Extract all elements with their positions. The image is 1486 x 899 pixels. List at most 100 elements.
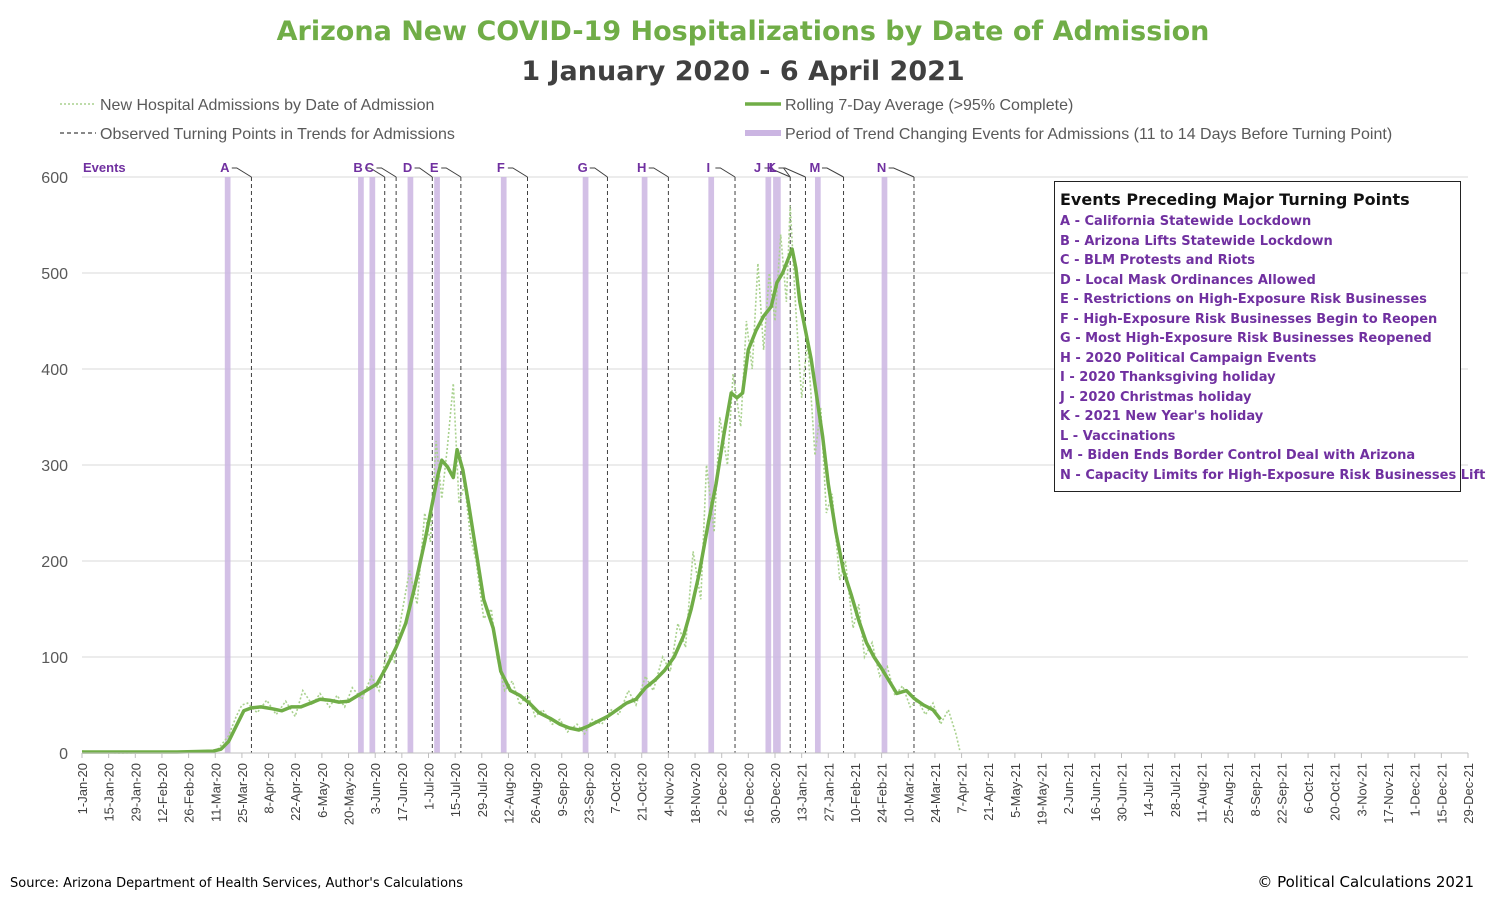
- x-tick-label: 10-Mar-21: [901, 763, 916, 823]
- copyright-note: © Political Calculations 2021: [1257, 873, 1474, 891]
- x-tick-label: 16-Jun-21: [1088, 763, 1103, 822]
- event-connector: [589, 167, 608, 178]
- x-tick-label: 21-Oct-20: [635, 763, 650, 821]
- x-tick-label: 16-Dec-20: [741, 763, 756, 824]
- event-letter: M: [810, 160, 821, 175]
- x-tick-label: 26-Aug-20: [528, 763, 543, 824]
- event-letter: F: [497, 160, 505, 175]
- x-tick-label: 17-Jun-20: [395, 763, 410, 822]
- y-tick-label: 500: [41, 266, 68, 283]
- series-lines: [81, 205, 961, 754]
- x-tick-label: 1-Jul-20: [422, 763, 437, 810]
- y-tick-label: 200: [41, 554, 68, 571]
- legend-label: Observed Turning Points in Trends for Ad…: [100, 126, 455, 143]
- event-connector: [764, 167, 791, 178]
- y-tick-label: 400: [41, 362, 68, 379]
- event-band: [224, 177, 231, 753]
- legend-label: Rolling 7-Day Average (>95% Complete): [785, 97, 1073, 114]
- source-note: Source: Arizona Department of Health Ser…: [10, 876, 464, 891]
- x-tick-label: 12-Aug-20: [501, 763, 516, 824]
- x-tick-label: 7-Oct-20: [608, 763, 623, 814]
- y-axis: 0 100 200 300 400 500 600: [41, 170, 68, 763]
- event-band: [434, 177, 440, 753]
- event-connector: [780, 167, 806, 178]
- x-tick-label: 18-Nov-20: [688, 763, 703, 824]
- x-tick-label: 29-Jan-20: [128, 763, 143, 822]
- event-letter: I: [707, 160, 711, 175]
- event-item: N - Capacity Limits for High-Exposure Ri…: [1060, 467, 1486, 483]
- event-letter: A: [220, 160, 230, 175]
- x-tick-label: 1-Dec-21: [1408, 763, 1423, 816]
- x-tick-label: 6-May-20: [315, 763, 330, 818]
- event-band: [773, 177, 781, 753]
- x-tick-label: 15-Dec-21: [1434, 763, 1449, 824]
- legend-label: Period of Trend Changing Events for Admi…: [785, 126, 1392, 143]
- x-tick-label: 23-Sep-20: [581, 763, 596, 824]
- rolling-average-line: [82, 247, 942, 754]
- x-tick-label: 2-Dec-20: [715, 763, 730, 816]
- x-tick-label: 6-Oct-21: [1301, 763, 1316, 814]
- x-tick-label: 24-Feb-21: [875, 763, 890, 823]
- x-tick-label: 13-Jan-21: [795, 763, 810, 822]
- event-connector: [231, 167, 252, 178]
- x-tick-label: 14-Jul-21: [1141, 763, 1156, 817]
- event-letter: K: [767, 160, 777, 175]
- y-tick-label: 0: [59, 746, 68, 763]
- x-tick-label: 21-Apr-21: [981, 763, 996, 821]
- events-box: Events Preceding Major Turning Points A …: [1054, 181, 1486, 492]
- x-tick-label: 15-Jan-20: [102, 763, 117, 822]
- event-band: [881, 177, 888, 753]
- events-label: Events: [83, 160, 126, 175]
- x-tick-label: 1-Jan-20: [75, 763, 90, 814]
- y-tick-label: 600: [41, 170, 68, 187]
- x-tick-label: 10-Feb-21: [848, 763, 863, 823]
- x-tick-label: 20-May-20: [342, 763, 357, 825]
- event-bands: [224, 177, 888, 753]
- x-tick-label: 20-Oct-21: [1328, 763, 1343, 821]
- events-box-title: Events Preceding Major Turning Points: [1060, 190, 1410, 209]
- event-letter: G: [578, 160, 588, 175]
- event-connector: [414, 167, 433, 178]
- chart-legend: New Hospital Admissions by Date of Admis…: [60, 97, 1392, 143]
- x-tick-label: 12-Feb-20: [155, 763, 170, 823]
- event-band: [814, 177, 821, 753]
- chart-title: Arizona New COVID-19 Hospitalizations by…: [277, 16, 1210, 47]
- x-tick-label: 8-Apr-20: [262, 763, 277, 814]
- event-connector: [507, 167, 528, 178]
- x-tick-label: 30-Dec-20: [768, 763, 783, 824]
- event-connector: [821, 167, 844, 178]
- x-tick-label: 29-Dec-21: [1461, 763, 1476, 824]
- x-tick-label: 3-Jun-20: [368, 763, 383, 814]
- event-band: [500, 177, 507, 753]
- event-letters: A B C D E F G H I J KL M N: [220, 160, 915, 178]
- y-tick-label: 100: [41, 650, 68, 667]
- x-tick-label: 25-Mar-20: [235, 763, 250, 823]
- x-tick-label: 22-Apr-20: [288, 763, 303, 821]
- event-item: H - 2020 Political Campaign Events: [1060, 350, 1317, 366]
- x-tick-label: 7-Apr-21: [955, 763, 970, 814]
- x-tick-label: 3-Nov-21: [1354, 763, 1369, 816]
- x-tick-label: 24-Mar-21: [928, 763, 943, 823]
- event-letter: N: [877, 160, 886, 175]
- event-item: L - Vaccinations: [1060, 428, 1176, 444]
- event-band: [582, 177, 589, 753]
- event-item: F - High-Exposure Risk Businesses Begin …: [1060, 311, 1438, 327]
- x-tick-label: 30-Jun-21: [1115, 763, 1130, 822]
- event-item: I - 2020 Thanksgiving holiday: [1060, 370, 1276, 385]
- x-tick-label: 5-May-21: [1008, 763, 1023, 818]
- event-connector: [888, 167, 915, 178]
- event-connector: [365, 167, 385, 178]
- x-tick-label: 2-Jun-21: [1061, 763, 1076, 814]
- event-connector: [715, 167, 736, 178]
- event-letter: L: [769, 160, 777, 175]
- x-tick-label: 22-Sep-21: [1274, 763, 1289, 824]
- event-item: K - 2021 New Year's holiday: [1060, 409, 1264, 424]
- event-item: G - Most High-Exposure Risk Businesses R…: [1060, 331, 1432, 346]
- legend-label: New Hospital Admissions by Date of Admis…: [100, 97, 434, 114]
- event-item: B - Arizona Lifts Statewide Lockdown: [1060, 233, 1333, 249]
- x-tick-label: 17-Nov-21: [1381, 763, 1396, 824]
- event-letter: H: [637, 160, 646, 175]
- event-item: C - BLM Protests and Riots: [1060, 253, 1255, 268]
- x-tick-label: 25-Aug-21: [1221, 763, 1236, 824]
